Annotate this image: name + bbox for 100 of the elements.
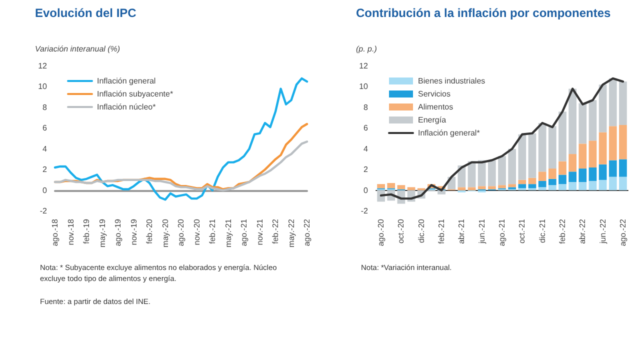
x-tick-label: may.-22 xyxy=(286,218,296,248)
x-tick-label: dic.-20 xyxy=(416,218,426,244)
x-tick-label: abr.-21 xyxy=(457,218,466,244)
bar xyxy=(619,82,627,126)
x-tick-label: ago.-21 xyxy=(240,218,248,246)
bar xyxy=(598,132,607,164)
x-tick-label: ago.-22 xyxy=(302,218,312,246)
x-tick-label: feb.-21 xyxy=(437,218,446,244)
x-tick-label: oct.-21 xyxy=(518,218,527,244)
bar xyxy=(598,164,607,180)
bar xyxy=(518,134,526,180)
bar xyxy=(568,182,576,190)
y-tick-label: 4 xyxy=(364,144,369,154)
bar xyxy=(619,159,627,177)
legend-label: Bienes industriales xyxy=(418,76,486,86)
chart-title: Contribución a la inflación por componentes xyxy=(356,6,612,20)
x-tick-label: abr.-22 xyxy=(578,218,588,244)
x-tick-label: ago.-22 xyxy=(618,218,628,246)
bar xyxy=(438,190,446,194)
bar xyxy=(387,183,396,188)
bar xyxy=(568,154,576,172)
y-tick-label: 12 xyxy=(38,62,48,70)
x-tick-label: feb.-19 xyxy=(82,218,91,244)
bar xyxy=(538,172,546,181)
legend-label: Alimentos xyxy=(418,102,454,112)
bar xyxy=(528,178,536,184)
y-tick-label: 6 xyxy=(42,124,48,133)
line-series xyxy=(54,140,308,192)
x-tick-label: nov.-18 xyxy=(66,218,76,246)
x-tick-label: feb.-21 xyxy=(208,218,217,244)
bar xyxy=(598,84,607,132)
bar xyxy=(508,184,516,188)
x-tick-label: ago.-21 xyxy=(498,218,506,246)
legend-label: Inflación general xyxy=(97,76,156,86)
y-tick-label: 10 xyxy=(38,82,48,92)
bar xyxy=(558,184,566,190)
bar xyxy=(548,126,556,169)
bar xyxy=(377,184,385,188)
bar xyxy=(619,176,627,190)
bar xyxy=(578,144,587,169)
y-tick-label: 10 xyxy=(359,82,369,92)
bar xyxy=(488,160,496,186)
x-tick-label: dic.-21 xyxy=(538,218,547,244)
bar xyxy=(578,103,587,144)
bar xyxy=(588,180,597,190)
bar xyxy=(397,185,406,190)
chart-subtitle: (p. p.) xyxy=(356,44,378,54)
y-tick-label: 8 xyxy=(364,102,369,112)
bar xyxy=(578,168,587,182)
bar xyxy=(538,122,546,172)
y-tick-label: 2 xyxy=(42,165,48,174)
chart-subtitle: Variación interanual (%) xyxy=(35,44,120,54)
x-tick-label: nov.-20 xyxy=(192,218,202,246)
x-tick-label: ago.-19 xyxy=(114,218,122,246)
bar xyxy=(548,168,556,179)
bar xyxy=(608,160,617,177)
bar xyxy=(578,182,587,190)
x-tick-label: feb.-22 xyxy=(558,218,567,244)
bar xyxy=(558,174,566,184)
x-tick-label: nov.-21 xyxy=(255,218,264,246)
x-tick-label: may.-21 xyxy=(224,218,233,248)
bar xyxy=(558,161,566,175)
bar xyxy=(548,178,556,186)
bar xyxy=(548,185,556,190)
x-tick-label: ago.-18 xyxy=(50,218,60,246)
line-series xyxy=(380,77,624,200)
y-tick-label: 6 xyxy=(364,124,369,133)
bar xyxy=(518,184,526,188)
line-series xyxy=(54,77,308,201)
chart-title: Evolución del IPC xyxy=(35,6,137,20)
x-tick-label: feb.-22 xyxy=(271,218,280,244)
bar xyxy=(558,112,566,162)
bar xyxy=(498,185,506,188)
x-tick-label: may.-20 xyxy=(160,218,170,248)
bar xyxy=(608,176,617,190)
bar xyxy=(478,186,486,190)
bar xyxy=(528,184,536,188)
bar xyxy=(598,180,607,190)
legend-label: Inflación núcleo* xyxy=(97,102,156,112)
bar xyxy=(468,187,476,190)
bar xyxy=(488,186,496,190)
y-tick-label: 4 xyxy=(42,144,48,154)
bar xyxy=(498,156,506,186)
bar xyxy=(608,126,617,160)
bar xyxy=(588,168,597,181)
bar xyxy=(518,180,526,184)
x-tick-label: ago.-20 xyxy=(176,218,186,246)
legend-label: Servicios xyxy=(418,90,450,98)
y-tick-label: 2 xyxy=(364,165,369,174)
legend-label: Inflación subyacente* xyxy=(97,90,174,98)
y-tick-label: 8 xyxy=(42,102,48,112)
bar xyxy=(568,172,576,182)
y-tick-label: 0 xyxy=(42,186,48,195)
x-tick-label: may.-19 xyxy=(98,218,107,248)
x-tick-label: oct.-20 xyxy=(396,218,406,244)
bar xyxy=(458,187,466,190)
bar xyxy=(588,100,597,141)
x-tick-label: feb.-20 xyxy=(145,218,154,244)
bar xyxy=(407,187,416,190)
bar xyxy=(538,187,546,190)
